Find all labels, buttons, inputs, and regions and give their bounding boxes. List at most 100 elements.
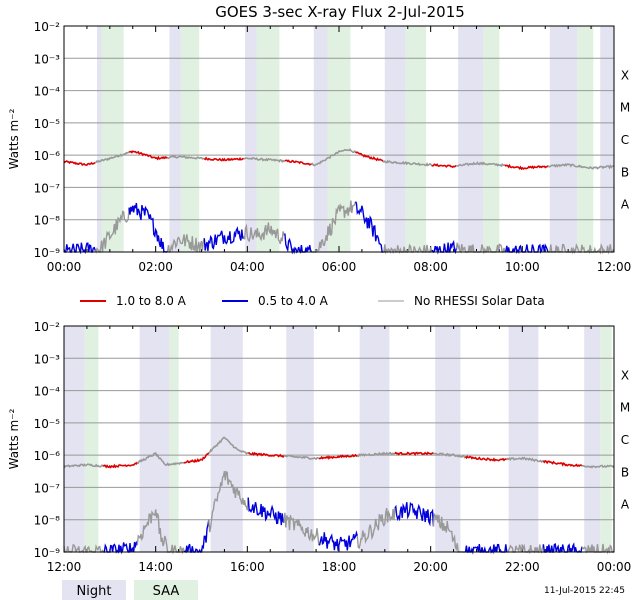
long-channel-line-top-12	[504, 163, 549, 171]
y-tick-label-bottom-4: 10⁻⁵	[34, 417, 61, 431]
saa-band-bottom-2	[600, 326, 612, 552]
y-tick-labels-bottom: 10⁻⁹ 10⁻⁸ 10⁻⁷ 10⁻⁶ 10⁻⁵ 10⁻⁴ 10⁻³ 10⁻²	[34, 320, 61, 560]
long-channel-line-top-5	[243, 157, 286, 164]
flare-class-X-top: X	[621, 68, 629, 82]
short-channel-line-top-5	[243, 222, 286, 245]
y-tick-label-bottom-0: 10⁻⁹	[34, 546, 61, 560]
night-band-bottom-6	[508, 326, 539, 552]
flare-class-A-bottom: A	[621, 498, 630, 512]
flare-class-C-top: C	[621, 133, 629, 147]
long-channel-line-bottom-0	[63, 463, 105, 469]
night-band-top-2	[245, 26, 257, 252]
band-legend: Night SAA	[62, 580, 198, 600]
short-channel-line-bottom-5	[247, 497, 285, 526]
long-channel-line-top-11	[455, 161, 505, 168]
flare-class-B-bottom: B	[621, 465, 629, 479]
short-channel-line-bottom-6	[283, 512, 320, 545]
long-channel-line-bottom-3	[183, 452, 210, 464]
x-tick-label-top-1: 02:00	[138, 260, 173, 274]
y-tick-label-top-0: 10⁻⁹	[34, 246, 61, 260]
legend-label-night: Night	[77, 584, 112, 599]
long-channel-line-top-1	[94, 151, 130, 164]
y-tick-label-top-2: 10⁻⁷	[34, 181, 61, 195]
short-channel-line-top-11	[455, 242, 506, 255]
short-channel-line-top-12	[504, 243, 549, 255]
gridlines-bottom	[63, 326, 615, 552]
x-tick-labels-top: 00:00 02:00 04:00 06:00 08:00 10:00 12:00	[47, 260, 632, 274]
long-channel-line-bottom-10	[433, 452, 467, 459]
night-band-bottom-0	[64, 326, 85, 552]
night-band-bottom-4	[359, 326, 390, 552]
short-channel-line-bottom-7	[318, 530, 358, 551]
flare-class-X-bottom: X	[621, 368, 629, 382]
legend-label-no-rhessi: No RHESSI Solar Data	[414, 294, 545, 308]
long-channel-line-bottom-8	[357, 451, 396, 458]
x-tick-label-top-4: 08:00	[413, 260, 448, 274]
long-channel-line-top-8	[354, 151, 384, 162]
short-channel-line-top-2	[128, 202, 169, 254]
short-channel-line-top-1	[94, 207, 130, 254]
long-channel-line-top-7	[311, 148, 356, 167]
bands-bottom	[64, 326, 612, 552]
long-channel-line-bottom-13	[542, 459, 583, 468]
long-channel-line-bottom-7	[318, 453, 358, 461]
short-channel-line-top-9	[383, 243, 433, 255]
night-band-top-7	[600, 26, 614, 252]
long-channel-line-top-10	[431, 163, 457, 169]
y-tick-label-bottom-3: 10⁻⁶	[34, 449, 61, 463]
flare-class-A-top: A	[621, 198, 630, 212]
flare-class-M-top: M	[620, 101, 630, 115]
long-channel-line-bottom-4	[208, 436, 249, 455]
saa-band-bottom-1	[169, 326, 179, 552]
y-tick-label-top-1: 10⁻⁸	[34, 214, 61, 228]
x-tick-label-bottom-0: 12:00	[47, 560, 82, 574]
short-channel-line-bottom-14	[581, 543, 614, 555]
long-channel-line-bottom-1	[102, 461, 139, 469]
legend-label-long-channel: 1.0 to 8.0 A	[116, 294, 187, 308]
night-band-top-4	[384, 26, 406, 252]
saa-band-top-3	[327, 26, 351, 252]
short-channel-line-bottom-4	[208, 470, 249, 533]
short-channel-line-bottom-9	[394, 501, 435, 527]
long-channel-line-bottom-9	[394, 451, 434, 457]
x-tick-label-bottom-4: 20:00	[413, 560, 448, 574]
legend-label-saa: SAA	[153, 584, 180, 599]
short-channel-line-top-0	[63, 242, 96, 255]
y-tick-label-top-3: 10⁻⁶	[34, 149, 61, 163]
plot-frame-top	[63, 25, 615, 253]
saa-band-top-4	[405, 26, 427, 252]
saa-band-top-6	[577, 26, 594, 252]
long-channel-line-top-13	[547, 162, 615, 170]
long-channel-line-top-6	[284, 159, 312, 166]
x-tick-label-top-3: 06:00	[322, 260, 357, 274]
long-channel-line-top-2	[128, 150, 168, 161]
long-channel-line-top-4	[203, 156, 244, 162]
series-legend: 1.0 to 8.0 A 0.5 to 4.0 A No RHESSI Sola…	[80, 294, 545, 308]
saa-band-bottom-0	[84, 326, 99, 552]
short-channel-line-bottom-11	[464, 543, 508, 555]
short-channel-line-top-3	[166, 234, 205, 254]
legend-swatch-saa	[134, 580, 198, 600]
y-tick-label-bottom-1: 10⁻⁸	[34, 514, 61, 528]
night-band-bottom-5	[435, 326, 461, 552]
x-tick-label-top-5: 10:00	[505, 260, 540, 274]
bands-top	[97, 26, 614, 252]
long-channel-line-bottom-12	[506, 456, 544, 464]
x-tick-label-top-2: 04:00	[230, 260, 265, 274]
long-channel-line-top-9	[382, 159, 433, 167]
short-channel-line-bottom-3	[183, 519, 210, 554]
long-channel-line-bottom-2	[136, 452, 185, 467]
x-tick-labels-bottom: 12:00 14:00 16:00 18:00 20:00 22:00 00:00	[47, 560, 632, 574]
y-tick-label-top-5: 10⁻⁴	[34, 85, 61, 99]
x-tick-label-bottom-2: 16:00	[230, 560, 265, 574]
short-channel-line-bottom-8	[356, 507, 396, 550]
short-channel-line-bottom-13	[542, 542, 583, 553]
y-axis-label-top: Watts m⁻²	[7, 108, 21, 169]
night-band-top-5	[458, 26, 484, 252]
flare-class-C-bottom: C	[621, 433, 629, 447]
flare-class-B-top: B	[621, 165, 629, 179]
saa-band-top-0	[101, 26, 124, 252]
x-tick-label-top-6: 12:00	[597, 260, 632, 274]
long-channel-line-top-3	[167, 155, 205, 160]
